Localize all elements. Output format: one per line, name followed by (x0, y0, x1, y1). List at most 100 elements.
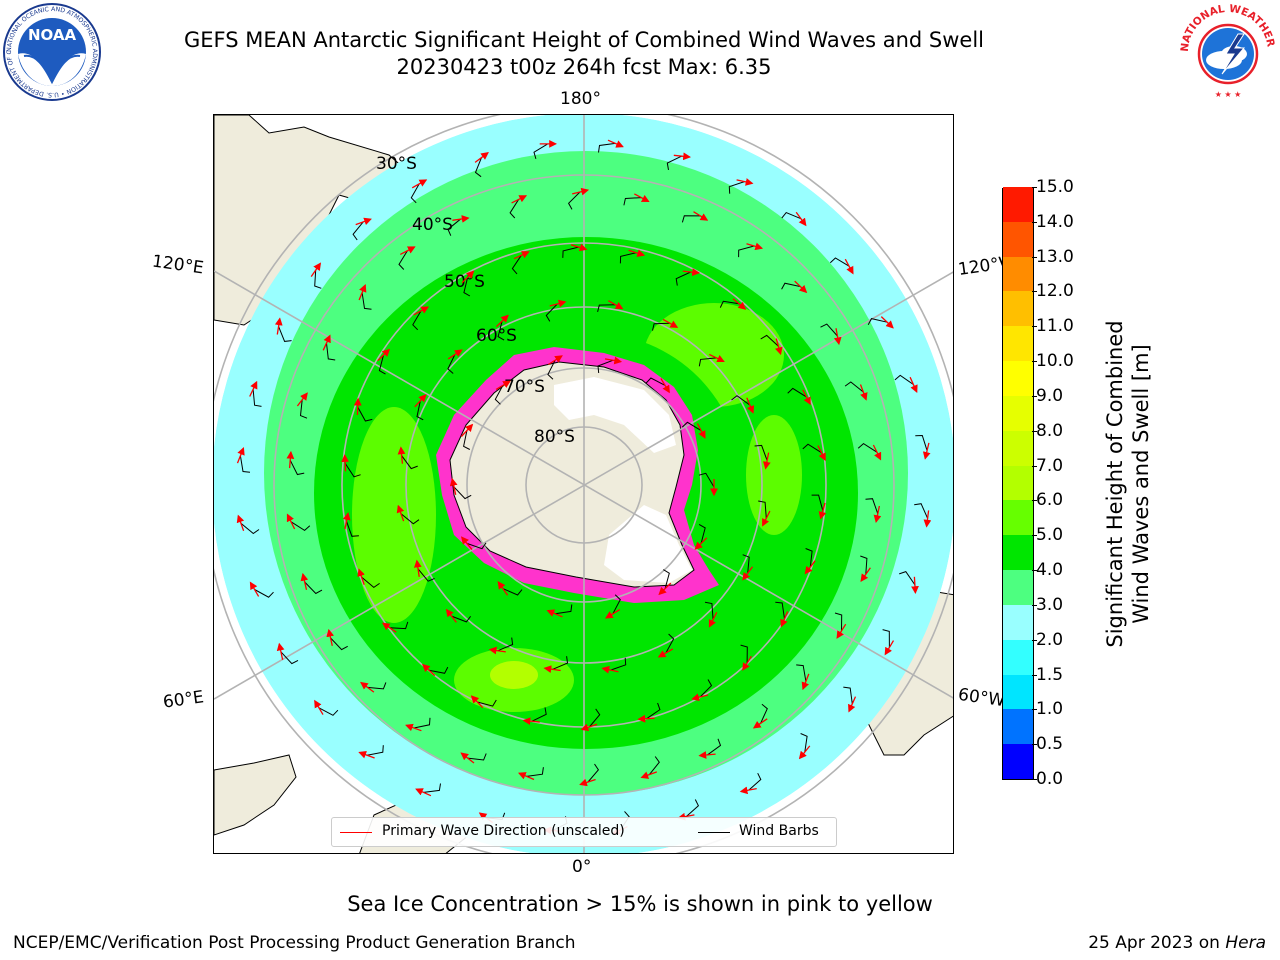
colorbar-tick-label: 0.5 (1031, 734, 1064, 755)
footer-date-text: 25 Apr 2023 on (1088, 933, 1226, 953)
wind-barb (698, 472, 715, 488)
wind-barb (531, 707, 547, 722)
footer-date: 25 Apr 2023 on Hera (1088, 933, 1266, 953)
wave-direction-arrow (422, 663, 436, 677)
wind-barb (423, 783, 441, 793)
wind-barb (278, 326, 292, 342)
wave-direction-arrow (780, 611, 789, 628)
wave-direction-arrow (522, 717, 540, 725)
colorbar-tick-label: 2.0 (1031, 629, 1064, 650)
wind-barb (748, 772, 762, 791)
wind-barb (681, 215, 701, 223)
map-legend: Primary Wave Direction (unscaled) Wind B… (331, 817, 837, 847)
wave-direction-arrow (795, 211, 807, 227)
longitude-label-180: 180° (560, 89, 601, 109)
colorbar-label-line2: Wind Waves and Swell [m] (1129, 344, 1153, 624)
wave-direction-arrow (817, 445, 826, 462)
wave-direction-arrow (708, 612, 718, 628)
wind-barb (698, 357, 717, 367)
wave-direction-arrow (660, 378, 670, 394)
latitude-label-70s: 70°S (504, 377, 545, 397)
wind-barb (239, 455, 251, 473)
footer-host: Hera (1225, 933, 1266, 953)
wind-barb (610, 657, 627, 671)
wave-direction-arrow (452, 215, 470, 223)
wave-direction-arrow (859, 384, 868, 401)
polar-map: 30°S 40°S 50°S 60°S 70°S 80°S (214, 115, 953, 853)
wind-barb (511, 255, 522, 275)
colorbar-segment (1003, 290, 1033, 327)
wave-direction-arrow (798, 745, 811, 760)
wind-barb (290, 521, 311, 532)
wind-barb (289, 459, 305, 476)
wave-direction-arrow (872, 444, 882, 461)
wave-direction-arrow (762, 510, 771, 527)
wave-direction-arrow (495, 380, 511, 390)
colorbar-tick-label: 8.0 (1031, 420, 1064, 441)
colorbar-tick-label: 1.0 (1031, 699, 1064, 720)
wave-direction-arrow (360, 681, 375, 693)
wave-direction-arrow (873, 505, 882, 523)
wave-direction-arrow (844, 258, 854, 275)
wave-direction-arrow (601, 665, 619, 674)
wave-direction-arrow (909, 376, 918, 393)
wind-barb (914, 503, 929, 519)
wave-direction-arrow (399, 246, 416, 255)
wind-barb (754, 444, 768, 461)
wind-barb (367, 745, 384, 756)
antarctica (436, 347, 719, 603)
wave-direction-arrow (413, 306, 430, 316)
wind-barb (280, 651, 299, 665)
wave-direction-arrow (341, 454, 349, 472)
wave-direction-arrow (836, 623, 847, 639)
colorbar-tick-label: 7.0 (1031, 455, 1064, 476)
wave-direction-arrow (570, 243, 588, 252)
colorbar-tick-label: 13.0 (1032, 246, 1074, 267)
wave-direction-arrow (314, 699, 324, 715)
colorbar-tick-label: 5.0 (1031, 525, 1064, 546)
wind-barb (361, 292, 372, 310)
wind-barb (796, 664, 807, 682)
colorbar-segment (1003, 360, 1033, 396)
chart-title: GEFS MEAN Antarctic Significant Height o… (183, 28, 985, 52)
colorbar-tick-label: 15.0 (1032, 177, 1074, 197)
wave-direction-arrow (357, 568, 365, 585)
wave-direction-arrow (662, 318, 679, 328)
wave-direction-arrow (640, 771, 658, 779)
colorbar-segment (1003, 430, 1033, 466)
wind-barb (681, 421, 702, 432)
wind-barb (719, 300, 740, 308)
wave-direction-arrow (326, 628, 335, 646)
wave-direction-arrow (249, 581, 260, 597)
wind-barb (400, 513, 420, 525)
wind-barb (417, 568, 435, 582)
wave-direction-arrow (543, 665, 561, 673)
wave-direction-arrow (860, 567, 871, 582)
wind-barb (742, 554, 750, 574)
wave-direction-arrow (358, 283, 367, 301)
wind-barb (860, 555, 868, 575)
colorbar-segment (1003, 395, 1033, 431)
wind-barb (760, 334, 779, 347)
wave-direction-arrow (470, 695, 484, 709)
wave-direction-arrow (698, 751, 716, 759)
wave-direction-arrow (518, 772, 535, 781)
wave-direction-arrow (547, 355, 563, 366)
colorbar-segment (1003, 186, 1033, 222)
wind-barb (619, 252, 637, 264)
colorbar-tick-label: 1.5 (1031, 664, 1064, 685)
latitude-label-50s: 50°S (444, 272, 485, 292)
wind-barb (466, 542, 487, 550)
wave-direction-arrow (396, 504, 405, 522)
noaa-logo-icon: NATIONAL OCEANIC AND ATMOSPHERIC ADMINIS… (2, 2, 101, 101)
wind-barb (829, 257, 850, 267)
latitude-label-30s: 30°S (376, 154, 417, 174)
wave-direction-arrow (884, 640, 895, 656)
colorbar-tick-label: 4.0 (1031, 560, 1064, 581)
wind-barb (646, 702, 661, 720)
latitude-label-40s: 40°S (412, 215, 453, 235)
wind-barb (447, 354, 456, 374)
wind-barb (857, 442, 878, 453)
wind-barb (494, 385, 504, 405)
wave-direction-arrow (658, 582, 672, 596)
